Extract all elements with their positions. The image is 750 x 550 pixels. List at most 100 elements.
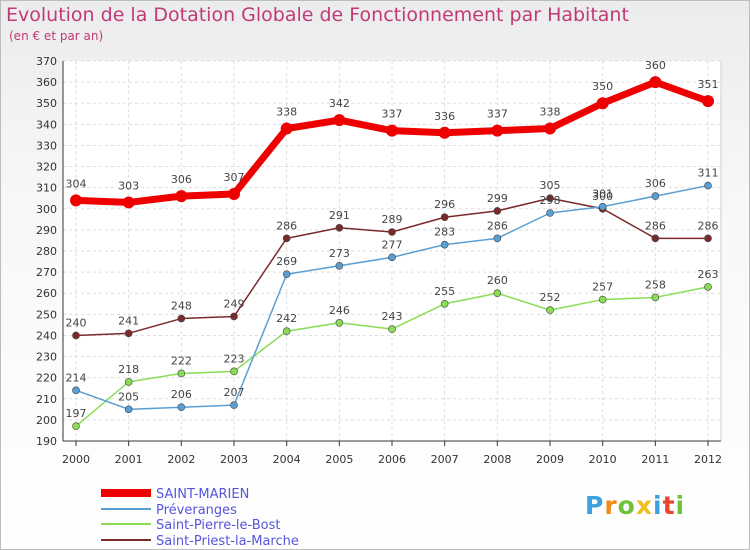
data-label: 283 [434,226,455,239]
logo-letter: i [653,491,663,520]
logo-letter: P [585,491,605,520]
logo-letter: o [617,491,636,520]
series-pr-veranges: 214 205 206 207 269 273 277 283 286 298 301 306 311 [66,167,719,414]
data-label: 307 [224,171,245,184]
data-point [651,293,660,302]
data-label: 222 [171,354,192,367]
data-label: 252 [540,291,561,304]
data-point [335,318,344,327]
y-tick-label: 340 [36,118,57,131]
data-label: 249 [224,297,245,310]
data-point [335,261,344,270]
data-point [124,378,133,386]
data-point [282,327,291,336]
data-label: 242 [276,312,297,325]
data-label: 286 [698,219,719,232]
data-label: 301 [592,188,613,201]
y-tick-label: 220 [36,372,57,385]
data-label: 258 [645,278,666,291]
data-label: 197 [66,407,87,420]
data-label: 351 [698,78,719,91]
data-label: 289 [382,213,403,226]
data-point [651,234,660,243]
logo-letter: t [662,491,676,520]
x-tick-label: 2009 [536,453,564,466]
chart-subtitle: (en € et par an) [9,29,104,43]
data-point [649,76,662,89]
data-label: 263 [698,268,719,281]
data-point [704,181,712,190]
data-point [228,188,240,200]
data-label: 207 [224,386,245,399]
data-point [440,240,449,249]
data-point [546,209,554,217]
x-tick-label: 2003 [220,453,248,466]
legend-label: SAINT-MARIEN [156,487,249,502]
y-tick-label: 210 [36,393,57,406]
y-tick-label: 230 [36,351,57,364]
data-label: 296 [434,198,455,211]
y-tick-label: 250 [36,308,57,321]
data-point [438,126,451,139]
proxiti-logo: Proxiti [585,491,685,520]
data-label: 248 [171,300,192,313]
data-label: 206 [171,388,192,401]
x-tick-label: 2006 [378,453,406,466]
y-tick-label: 200 [36,414,57,427]
legend-label: Préveranges [156,503,237,518]
data-point [546,306,554,314]
logo-letter: x [635,491,653,520]
data-point [72,422,80,431]
data-point [704,283,712,291]
data-point [546,194,554,203]
x-tick-label: 2005 [325,453,353,466]
data-label: 223 [224,352,245,365]
data-point [335,223,344,232]
data-point [596,97,609,110]
y-tick-label: 240 [36,329,57,342]
data-point [598,202,607,211]
legend-label: Saint-Pierre-le-Bost [156,518,280,533]
data-label: 303 [118,179,139,192]
data-label: 291 [329,209,350,222]
data-point [280,122,293,135]
data-label: 273 [329,247,350,260]
x-tick-label: 2000 [62,453,90,466]
data-point [124,329,133,338]
data-label: 286 [276,219,297,232]
data-point [72,331,80,340]
logo-letter: r [604,491,618,520]
data-label: 300 [592,190,613,203]
data-point [70,194,82,207]
data-point [282,270,291,279]
data-label: 305 [540,179,561,192]
y-tick-label: 330 [36,139,57,152]
data-label: 246 [329,304,350,317]
data-point [598,295,607,304]
data-label: 286 [487,219,508,232]
y-tick-label: 270 [36,266,57,279]
data-label: 311 [698,167,719,180]
data-point [282,234,291,243]
data-label: 336 [434,110,455,123]
y-tick-label: 260 [36,287,57,300]
data-point [388,253,396,262]
data-label: 306 [645,177,666,190]
data-label: 338 [276,106,297,119]
data-point [177,369,186,378]
data-label: 342 [329,97,350,110]
data-label: 337 [382,108,403,121]
y-tick-label: 300 [36,203,57,216]
data-point [230,367,238,376]
logo-letter: i [675,491,686,520]
data-point [177,314,186,323]
x-tick-label: 2012 [694,453,722,466]
data-label: 350 [592,80,613,93]
data-point [386,124,398,137]
data-point [704,234,712,243]
data-label: 205 [118,390,139,403]
data-label: 218 [118,363,139,376]
data-label: 286 [645,219,666,232]
